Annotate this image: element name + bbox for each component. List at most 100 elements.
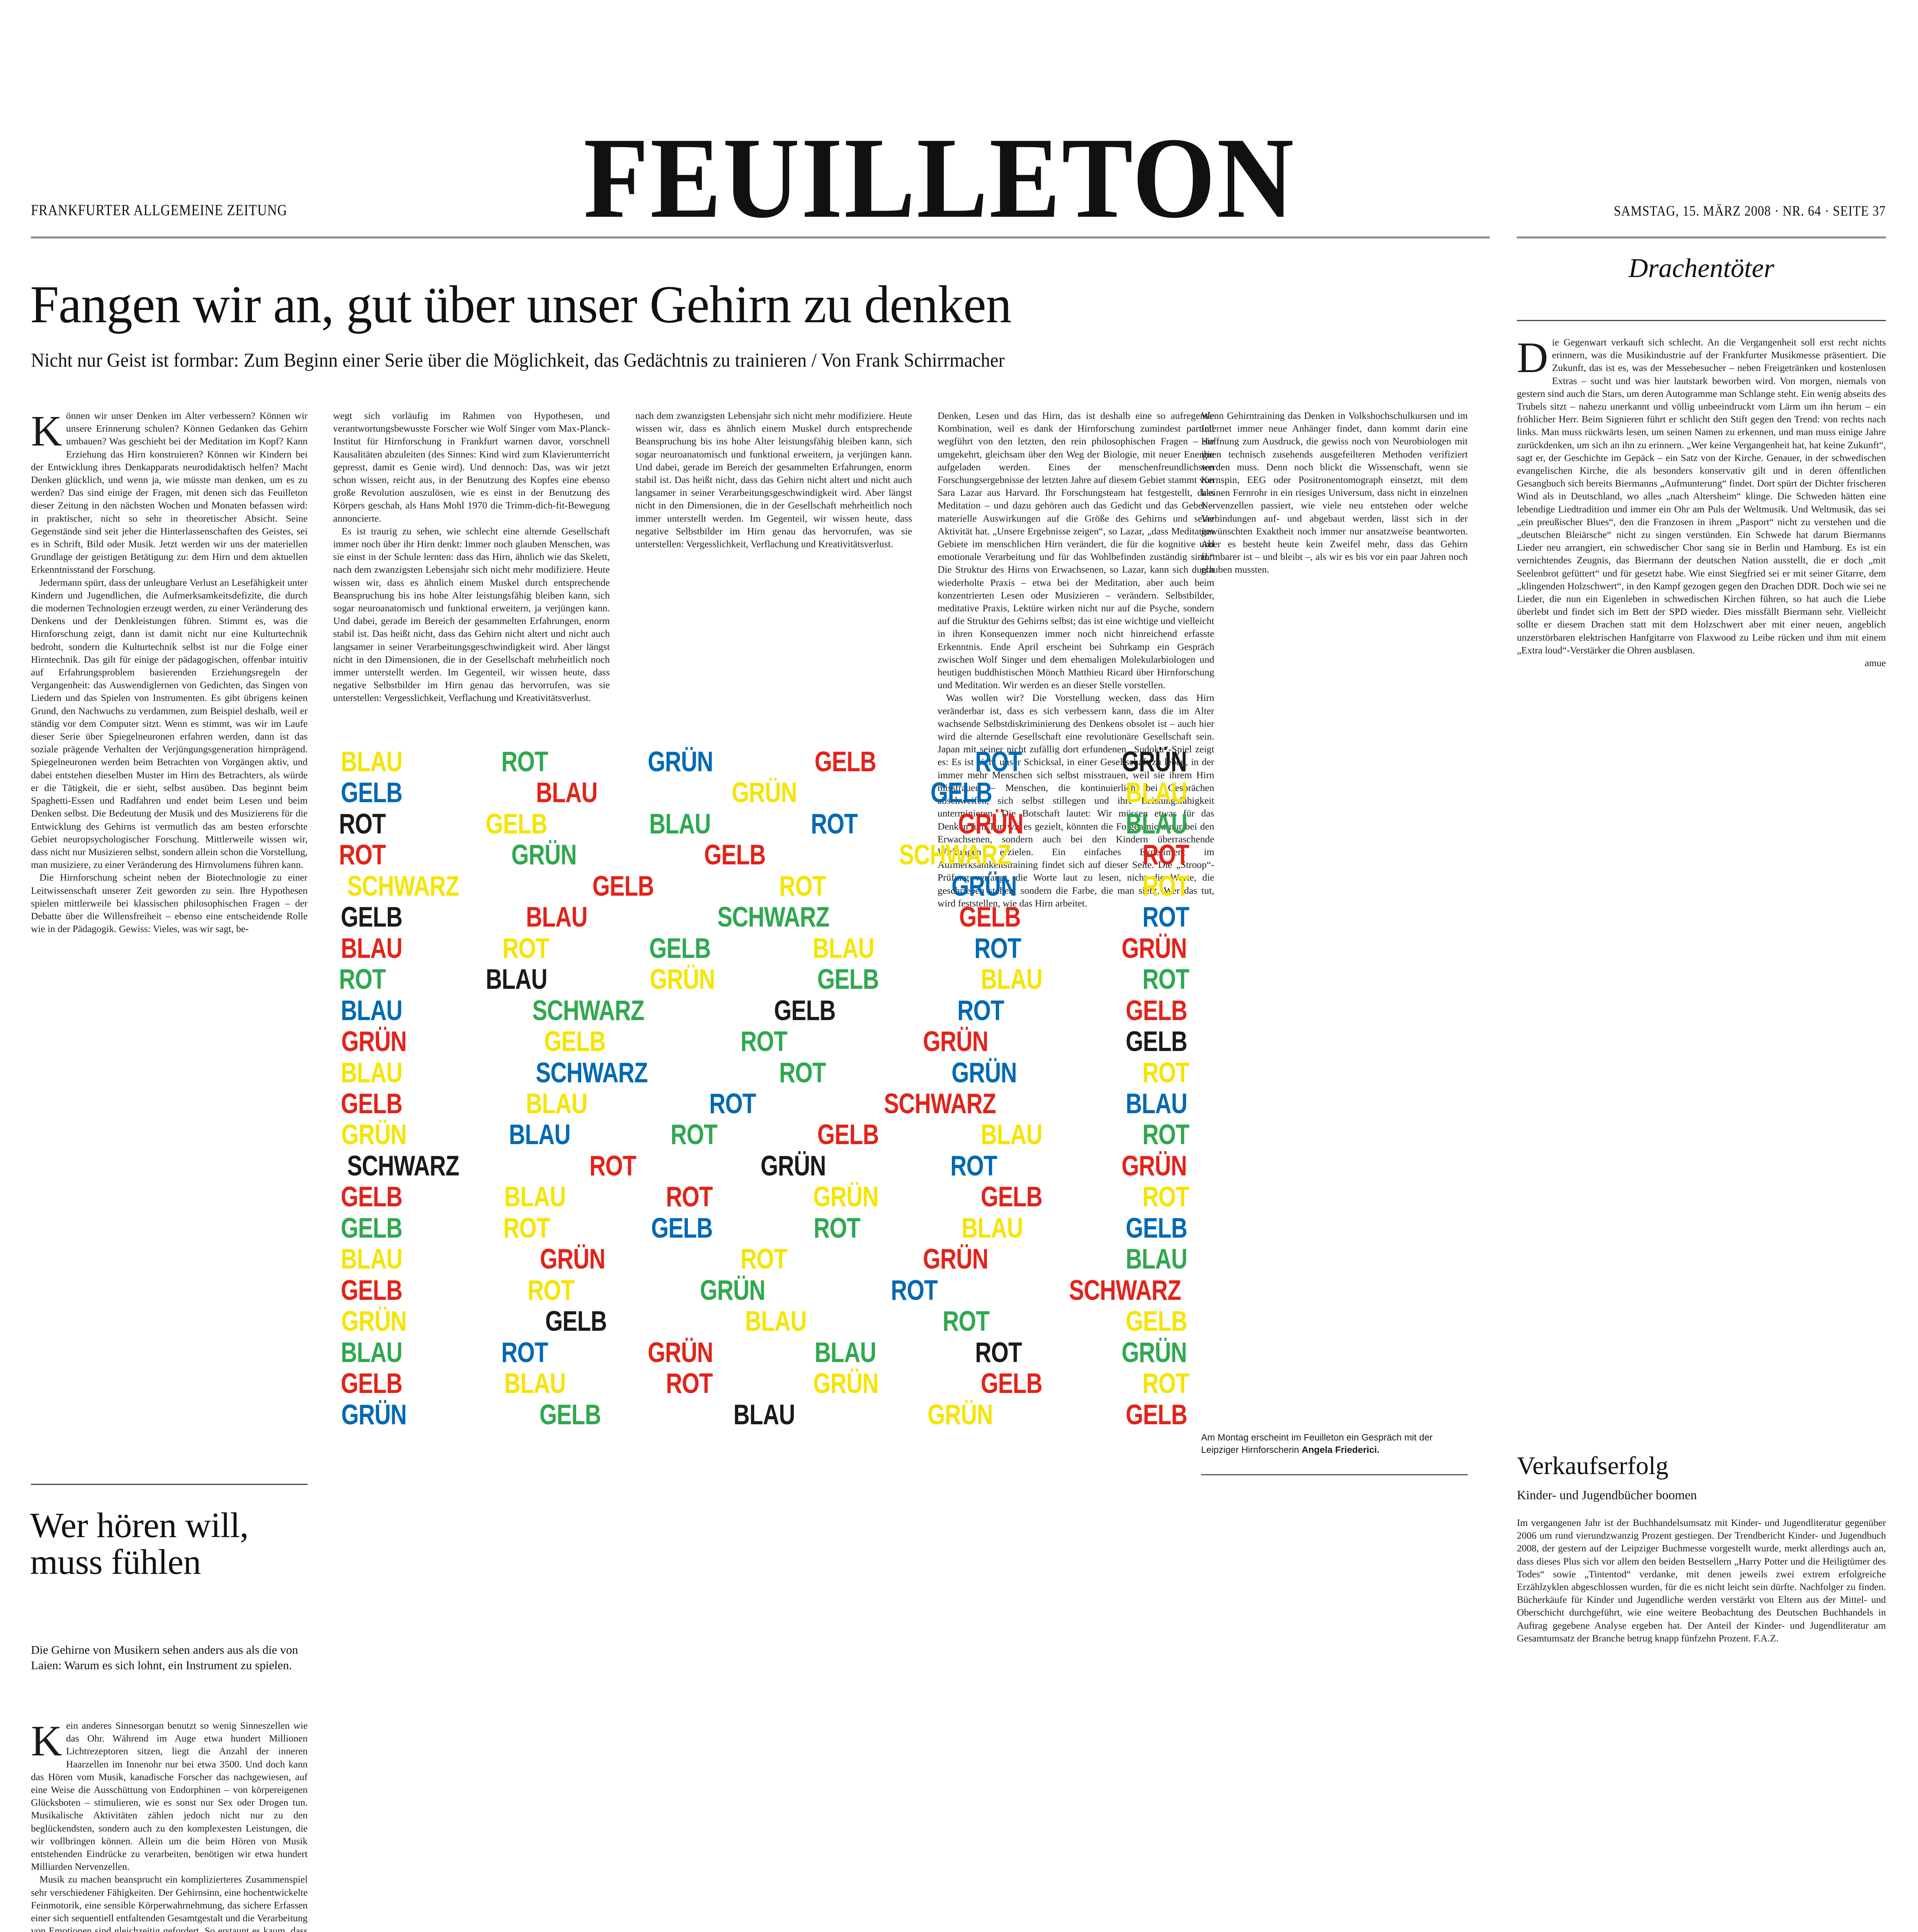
page-title: Fangen wir an, gut über unser Gehirn zu … xyxy=(30,275,1012,334)
music-article-rule xyxy=(31,1484,308,1485)
stroop-word: GELB xyxy=(340,1274,403,1306)
paragraph: Wenn Gehirntraining das Denken in Volksh… xyxy=(1201,410,1468,575)
paragraph: Können wir unser Denken im Alter verbess… xyxy=(31,407,308,575)
stroop-word: GRÜN xyxy=(951,1057,1017,1088)
stroop-word: BLAU xyxy=(340,1243,403,1275)
stroop-row: GRÜN GELB BLAU GRÜN GELB xyxy=(333,1399,1195,1430)
stroop-word: GELB xyxy=(774,995,836,1026)
stroop-word: BLAU xyxy=(526,901,588,933)
stroop-word: GRÜN xyxy=(1122,746,1187,777)
stroop-word: BLAU xyxy=(1126,777,1188,809)
stroop-word: ROT xyxy=(339,839,386,871)
stroop-word: GRÜN xyxy=(1122,1150,1187,1182)
rail-rule-1 xyxy=(1517,320,1886,321)
stroop-word: GELB xyxy=(545,1306,607,1337)
stroop-row: GELB BLAU SCHWARZ GELB ROT xyxy=(333,903,1195,932)
stroop-word: ROT xyxy=(502,932,550,964)
stroop-row: GELB BLAU ROT SCHWARZ BLAU xyxy=(333,1088,1195,1119)
stroop-row: BLAU SCHWARZ GELB ROT GELB xyxy=(333,995,1195,1026)
stroop-word: SCHWARZ xyxy=(535,1057,648,1088)
stroop-word: ROT xyxy=(589,1150,636,1182)
stroop-word: BLAU xyxy=(1126,1243,1188,1275)
stroop-row: BLAU GRÜN ROT GRÜN BLAU xyxy=(333,1245,1195,1274)
stroop-word: ROT xyxy=(503,1212,550,1244)
stroop-word: GRÜN xyxy=(813,1368,879,1400)
stroop-word: GELB xyxy=(539,1399,601,1430)
stroop-word: ROT xyxy=(813,1212,861,1244)
article-column-5: Wenn Gehirntraining das Denken in Volksh… xyxy=(1201,410,1468,1414)
stroop-word: BLAU xyxy=(1126,808,1188,840)
paragraph: Die Gegenwart verkauft sich schlecht. An… xyxy=(1517,336,1886,656)
stroop-word: GELB xyxy=(486,808,548,840)
issue-line: SAMSTAG, 15. MÄRZ 2008 · NR. 64 · SEITE … xyxy=(1614,203,1886,219)
stroop-word: BLAU xyxy=(526,1088,588,1119)
stroop-word: GELB xyxy=(340,1181,403,1213)
stroop-word: GRÜN xyxy=(341,1306,407,1337)
stroop-word: GRÜN xyxy=(699,1274,766,1306)
stroop-word: BLAU xyxy=(733,1399,795,1430)
stroop-word: GELB xyxy=(340,1212,403,1244)
rail-column-body: Die Gegenwart verkauft sich schlecht. An… xyxy=(1517,336,1886,1430)
stroop-word: ROT xyxy=(709,1088,756,1119)
stroop-word: BLAU xyxy=(340,1337,403,1368)
stroop-word: BLAU xyxy=(980,964,1043,995)
stroop-word: GELB xyxy=(649,932,711,964)
author-note: Am Montag erscheint im Feuilleton ein Ge… xyxy=(1201,1432,1468,1456)
stroop-word: ROT xyxy=(1142,1181,1190,1213)
stroop-word: BLAU xyxy=(504,1181,566,1213)
stroop-word: SCHWARZ xyxy=(347,870,459,902)
stroop-word: GRÜN xyxy=(648,746,713,777)
stroop-word: GELB xyxy=(980,1181,1043,1213)
stroop-word: GRÜN xyxy=(648,1337,713,1368)
stroop-row: GRÜN BLAU ROT GELB BLAU ROT xyxy=(333,1119,1195,1151)
stroop-word: ROT xyxy=(943,1306,990,1337)
stroop-word: ROT xyxy=(527,1274,575,1306)
paragraph: Die Hirnforschung scheint neben der Biot… xyxy=(31,872,308,935)
stroop-word: GELB xyxy=(592,870,654,902)
stroop-word: GELB xyxy=(817,1119,879,1151)
paragraph: Im vergangenen Jahr ist der Buchhandelsu… xyxy=(1517,1517,1886,1645)
stroop-row: ROT GELB BLAU ROT GRÜN BLAU xyxy=(333,810,1195,838)
stroop-word: BLAU xyxy=(504,1368,566,1400)
stroop-word: GRÜN xyxy=(951,870,1017,902)
section-title: FEUILLETON xyxy=(584,114,1295,242)
stroop-word: BLAU xyxy=(340,746,403,777)
stroop-word: GELB xyxy=(1126,1306,1188,1337)
stroop-word: ROT xyxy=(740,1243,788,1275)
stroop-word: GELB xyxy=(1126,995,1188,1026)
music-article-headline: Wer hören will, muss fühlen xyxy=(30,1505,249,1582)
lead-subhead: Nicht nur Geist ist formbar: Zum Beginn … xyxy=(31,350,1005,371)
rail-kicker-drachentoeter: Drachentöter xyxy=(1628,253,1775,283)
stroop-row: BLAU ROT GRÜN BLAU ROT GRÜN xyxy=(333,1338,1195,1367)
paragraph: Jedermann spürt, dass der unleugbare Ver… xyxy=(31,577,308,871)
stroop-row: GELB ROT GRÜN ROT SCHWARZ xyxy=(333,1276,1195,1305)
stroop-word: ROT xyxy=(1142,839,1190,871)
stroop-word: GRÜN xyxy=(341,1399,407,1430)
stroop-word: GELB xyxy=(980,1368,1043,1400)
masthead-rule xyxy=(31,236,1490,238)
masthead: FRANKFURTER ALLGEMEINE ZEITUNG FEUILLETO… xyxy=(31,120,1886,236)
stroop-word: ROT xyxy=(1142,1119,1190,1151)
stroop-word: SCHWARZ xyxy=(899,839,1011,871)
stroop-word: ROT xyxy=(1142,1057,1190,1088)
stroop-row: ROT GRÜN GELB SCHWARZ ROT xyxy=(333,839,1195,871)
stroop-row: SCHWARZ GELB ROT GRÜN ROT xyxy=(333,872,1195,901)
stroop-row: SCHWARZ ROT GRÜN ROT GRÜN xyxy=(333,1150,1195,1182)
stroop-word: SCHWARZ xyxy=(532,995,644,1026)
stroop-word: GELB xyxy=(544,1026,606,1058)
column5-rule xyxy=(1201,1474,1468,1475)
stroop-word: GELB xyxy=(959,901,1021,933)
stroop-word: ROT xyxy=(501,1337,549,1368)
paragraph: Kein anderes Sinnesorgan benutzt so weni… xyxy=(31,1719,308,1872)
stroop-word: ROT xyxy=(779,870,826,902)
music-column-1: Kein anderes Sinnesorgan benutzt so weni… xyxy=(31,1719,308,1932)
stroop-row: GELB BLAU ROT GRÜN GELB ROT xyxy=(333,1369,1195,1398)
stroop-word: SCHWARZ xyxy=(884,1088,996,1119)
stroop-row: GELB BLAU ROT GRÜN GELB ROT xyxy=(333,1181,1195,1213)
sales-body-text: Im vergangenen Jahr ist der Buchhandelsu… xyxy=(1517,1517,1886,1644)
rail-sales-headline: Verkaufserfolg xyxy=(1517,1452,1669,1480)
stroop-word: GELB xyxy=(651,1212,713,1244)
music-article-subhead: Die Gehirne von Musikern sehen anders au… xyxy=(31,1643,298,1672)
rail-sales-subhead: Kinder- und Jugendbücher boomen xyxy=(1517,1488,1697,1502)
stroop-word: SCHWARZ xyxy=(347,1150,459,1182)
